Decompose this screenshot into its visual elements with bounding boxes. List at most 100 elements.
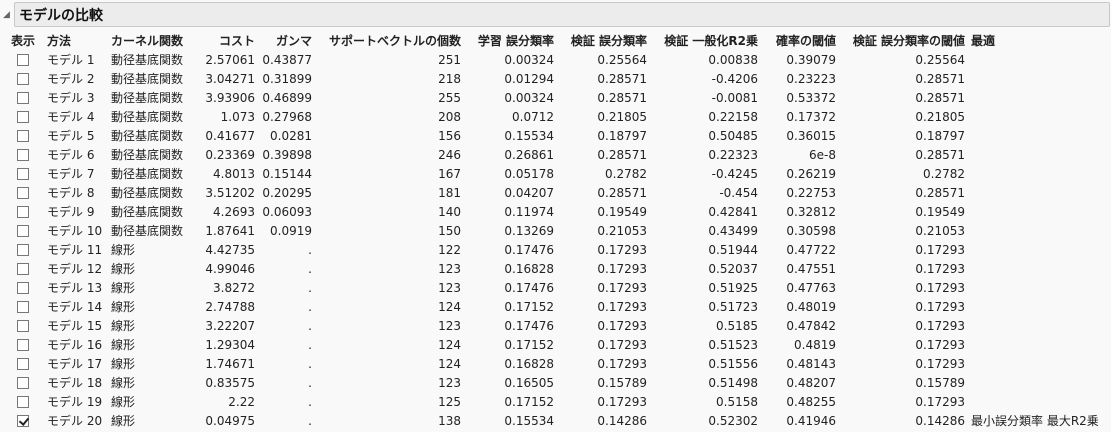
column-header-val-misclass[interactable]: 検証 誤分類率 bbox=[570, 34, 647, 48]
method-cell: モデル 11 bbox=[47, 243, 103, 257]
method-cell: モデル 3 bbox=[47, 91, 95, 105]
column-header-support-vectors[interactable]: サポートベクトルの個数 bbox=[328, 34, 461, 48]
show-checkbox[interactable] bbox=[17, 225, 29, 237]
best-cell bbox=[968, 373, 1111, 392]
gamma-cell: . bbox=[308, 299, 312, 314]
column-header-kernel[interactable]: カーネル関数 bbox=[111, 34, 184, 48]
train-misclass-cell: 0.16505 bbox=[504, 375, 554, 390]
val-misclass-cell: 0.17293 bbox=[597, 337, 647, 352]
val-misclass-threshold-cell: 0.17293 bbox=[915, 394, 965, 409]
support-vectors-cell: 124 bbox=[438, 337, 461, 352]
val-r2-cell: 0.50485 bbox=[708, 128, 758, 143]
val-misclass-threshold-cell: 0.14286 bbox=[915, 413, 965, 428]
best-cell bbox=[968, 221, 1111, 240]
kernel-cell: 線形 bbox=[111, 395, 136, 409]
show-checkbox[interactable] bbox=[17, 263, 29, 275]
kernel-cell: 線形 bbox=[111, 376, 136, 390]
show-checkbox[interactable] bbox=[17, 320, 29, 332]
column-header-method[interactable]: 方法 bbox=[47, 34, 72, 48]
gamma-cell: 0.0919 bbox=[270, 223, 312, 238]
kernel-cell: 動径基底関数 bbox=[111, 53, 184, 67]
show-checkbox[interactable] bbox=[17, 244, 29, 256]
cost-cell: 0.83575 bbox=[205, 375, 255, 390]
column-header-best[interactable]: 最適 bbox=[971, 34, 996, 48]
column-header-show[interactable]: 表示 bbox=[11, 34, 36, 48]
gamma-cell: 0.15144 bbox=[262, 166, 312, 181]
train-misclass-cell: 0.17152 bbox=[504, 299, 554, 314]
column-header-train-misclass[interactable]: 学習 誤分類率 bbox=[477, 34, 554, 48]
method-cell: モデル 19 bbox=[47, 395, 103, 409]
val-r2-cell: 0.22158 bbox=[708, 109, 758, 124]
prob-threshold-cell: 0.22753 bbox=[786, 185, 836, 200]
cost-cell: 3.8272 bbox=[213, 280, 255, 295]
disclosure-triangle-icon[interactable]: ◢ bbox=[3, 10, 10, 20]
cost-cell: 1.74671 bbox=[205, 356, 255, 371]
support-vectors-cell: 123 bbox=[438, 280, 461, 295]
train-misclass-cell: 0.17152 bbox=[504, 394, 554, 409]
kernel-cell: 線形 bbox=[111, 319, 136, 333]
section-title: モデルの比較 bbox=[19, 8, 103, 24]
show-checkbox[interactable] bbox=[17, 339, 29, 351]
val-r2-cell: 0.43499 bbox=[708, 223, 758, 238]
gamma-cell: . bbox=[308, 318, 312, 333]
gamma-cell: 0.0281 bbox=[270, 128, 312, 143]
best-cell bbox=[968, 126, 1111, 145]
train-misclass-cell: 0.0712 bbox=[512, 109, 554, 124]
val-misclass-threshold-cell: 0.17293 bbox=[915, 337, 965, 352]
prob-threshold-cell: 0.47763 bbox=[786, 280, 836, 295]
show-checkbox[interactable] bbox=[17, 73, 29, 85]
show-checkbox[interactable] bbox=[17, 54, 29, 66]
prob-threshold-cell: 0.48207 bbox=[786, 375, 836, 390]
show-checkbox[interactable] bbox=[17, 358, 29, 370]
show-checkbox[interactable] bbox=[17, 92, 29, 104]
method-cell: モデル 16 bbox=[47, 338, 103, 352]
column-header-prob-threshold[interactable]: 確率の閾値 bbox=[775, 34, 836, 48]
show-cell bbox=[8, 240, 44, 259]
show-cell bbox=[8, 221, 44, 240]
show-checkbox[interactable] bbox=[17, 130, 29, 142]
show-checkbox[interactable] bbox=[17, 415, 29, 427]
show-cell bbox=[8, 183, 44, 202]
show-checkbox[interactable] bbox=[17, 168, 29, 180]
show-checkbox[interactable] bbox=[17, 377, 29, 389]
model-comparison-header[interactable]: モデルの比較 bbox=[14, 2, 1110, 27]
model-comparison-table: 表示 方法 カーネル関数 コスト ガンマ サポートベクトルの個数 学習 誤分類率 検証 誤分類… bbox=[8, 31, 1111, 430]
val-misclass-cell: 0.17293 bbox=[597, 242, 647, 257]
val-misclass-cell: 0.28571 bbox=[597, 185, 647, 200]
show-checkbox[interactable] bbox=[17, 282, 29, 294]
show-checkbox[interactable] bbox=[17, 187, 29, 199]
show-cell bbox=[8, 164, 44, 183]
column-header-gamma[interactable]: ガンマ bbox=[275, 34, 312, 48]
show-cell bbox=[8, 126, 44, 145]
table-row: モデル 8 動径基底関数 3.51202 0.20295 181 0.04207 0.285… bbox=[8, 183, 1111, 202]
show-checkbox[interactable] bbox=[17, 149, 29, 161]
column-header-val-misclass-threshold[interactable]: 検証 誤分類率の閾値 bbox=[852, 34, 965, 48]
cost-cell: 2.74788 bbox=[205, 299, 255, 314]
best-cell bbox=[968, 164, 1111, 183]
train-misclass-cell: 0.17476 bbox=[504, 318, 554, 333]
show-checkbox[interactable] bbox=[17, 301, 29, 313]
prob-threshold-cell: 0.47722 bbox=[786, 242, 836, 257]
val-misclass-threshold-cell: 0.15789 bbox=[915, 375, 965, 390]
cost-cell: 4.42735 bbox=[205, 242, 255, 257]
val-misclass-threshold-cell: 0.17293 bbox=[915, 318, 965, 333]
gamma-cell: 0.43877 bbox=[262, 52, 312, 67]
train-misclass-cell: 0.04207 bbox=[504, 185, 554, 200]
show-cell bbox=[8, 202, 44, 221]
show-checkbox[interactable] bbox=[17, 206, 29, 218]
prob-threshold-cell: 0.26219 bbox=[786, 166, 836, 181]
val-r2-cell: 0.5158 bbox=[716, 394, 758, 409]
column-header-cost[interactable]: コスト bbox=[218, 34, 255, 48]
show-checkbox[interactable] bbox=[17, 396, 29, 408]
gamma-cell: 0.46899 bbox=[262, 90, 312, 105]
cost-cell: 4.2693 bbox=[213, 204, 255, 219]
val-misclass-cell: 0.21805 bbox=[597, 109, 647, 124]
cost-cell: 4.8013 bbox=[213, 166, 255, 181]
header-row: 表示 方法 カーネル関数 コスト ガンマ サポートベクトルの個数 学習 誤分類率 検証 誤分類… bbox=[8, 31, 1111, 50]
val-misclass-threshold-cell: 0.17293 bbox=[915, 280, 965, 295]
table-row: モデル 11 線形 4.42735. 122 0.17476 0.17293 0.51944… bbox=[8, 240, 1111, 259]
show-checkbox[interactable] bbox=[17, 111, 29, 123]
column-header-val-r2[interactable]: 検証 一般化R2乗 bbox=[664, 34, 758, 48]
val-misclass-cell: 0.17293 bbox=[597, 299, 647, 314]
cost-cell: 3.22207 bbox=[205, 318, 255, 333]
